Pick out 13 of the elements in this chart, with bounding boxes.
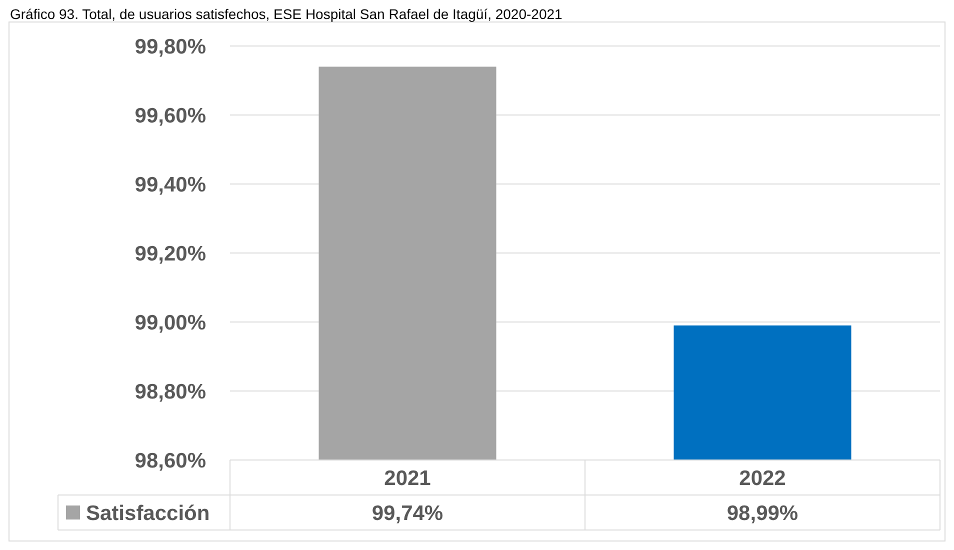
x-tick-label: 2022	[739, 466, 786, 490]
y-tick-label: 99,00%	[134, 311, 206, 334]
y-tick-label: 99,80%	[134, 35, 206, 58]
y-tick-label: 99,20%	[134, 242, 206, 266]
legend-label: Satisfacción	[86, 502, 210, 525]
y-tick-label: 99,40%	[134, 173, 206, 196]
x-tick-label: 2021	[384, 466, 432, 490]
y-tick-label: 99,60%	[134, 104, 206, 128]
chart-title: Gráfico 93. Total, de usuarios satisfechos, ESE Hospital San Rafael de Itagüí, 2020-2021	[10, 6, 563, 22]
y-tick-label: 98,60%	[134, 449, 206, 472]
y-tick-label: 98,80%	[134, 380, 206, 404]
data-label: 98,99%	[726, 502, 798, 525]
data-label: 99,74%	[372, 502, 444, 525]
